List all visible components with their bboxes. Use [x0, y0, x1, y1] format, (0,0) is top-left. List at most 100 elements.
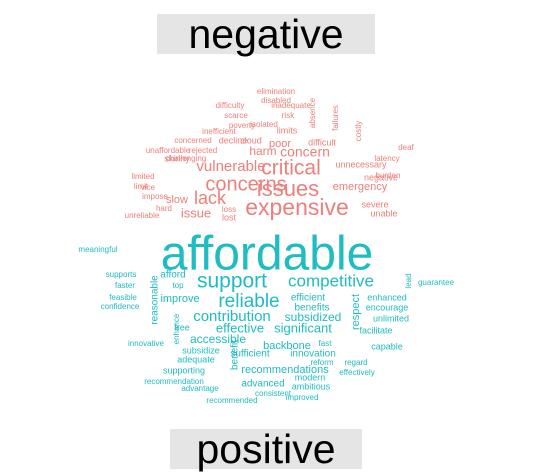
negative-word-absence: absence	[308, 97, 317, 128]
negative-word-elimination: elimination	[257, 87, 295, 96]
positive-word-afford: afford	[160, 270, 185, 281]
positive-word-benefits: benefits	[294, 303, 329, 314]
positive-word-contribution: contribution	[193, 308, 271, 325]
positive-word-reliable: reliable	[218, 291, 279, 312]
negative-label: negative	[157, 14, 375, 55]
positive-word-encourage: encourage	[366, 302, 409, 312]
positive-word-reasonable: reasonable	[150, 275, 161, 325]
positive-word-supporting: supporting	[163, 365, 205, 375]
negative-word-lack: lack	[194, 188, 227, 208]
negative-word-issue: issue	[181, 205, 211, 220]
negative-word-harm: harm	[249, 144, 276, 158]
negative-word-skinny: skinny	[164, 153, 190, 163]
positive-word-guarantee: guarantee	[418, 278, 455, 287]
positive-word-improve: improve	[160, 293, 199, 305]
positive-word-capable: capable	[371, 341, 403, 351]
negative-word-slow: slow	[166, 194, 188, 206]
negative-word-failures: failures	[331, 105, 340, 131]
positive-word-enhanced: enhanced	[367, 292, 407, 302]
negative-word-concerned: concerned	[174, 136, 211, 145]
positive-word-innovation: innovation	[290, 349, 336, 360]
negative-word-risk: risk	[282, 111, 295, 120]
negative-word-poor: poor	[269, 138, 291, 150]
positive-word-ambitious: ambitious	[292, 381, 331, 391]
negative-word-issues: issues	[257, 176, 319, 201]
negative-word-scarce: scarce	[224, 111, 248, 120]
negative-word-latency: latency	[374, 154, 399, 163]
negative-word-limit: limit	[134, 182, 149, 191]
positive-word-innovative: innovative	[128, 339, 165, 348]
negative-word-loss: loss	[222, 205, 236, 214]
positive-word-top: top	[172, 281, 184, 290]
negative-word-difficulty: difficulty	[216, 101, 245, 110]
negative-word-vice: vice	[141, 183, 156, 192]
negative-word-isolated: isolated	[250, 120, 278, 129]
positive-word-effective: effective	[216, 320, 264, 335]
positive-word-adequate: adequate	[177, 354, 215, 364]
positive-word-advantage: advantage	[181, 384, 219, 393]
positive-word-competitive: competitive	[288, 271, 374, 290]
positive-word-accessible: accessible	[190, 332, 246, 346]
negative-word-unreliable: unreliable	[125, 211, 160, 220]
negative-word-inefficient: inefficient	[202, 127, 236, 136]
positive-word-subsidized: subsidized	[285, 310, 342, 324]
positive-word-sufficient: sufficient	[230, 349, 270, 360]
positive-word-feasible: feasible	[109, 293, 137, 302]
positive-word-supports: supports	[106, 270, 137, 279]
positive-word-backbone: backbone	[263, 340, 311, 352]
negative-word-unnecessary: unnecessary	[335, 159, 387, 169]
negative-word-hard: hard	[156, 204, 172, 213]
negative-word-limits: limits	[277, 125, 298, 135]
positive-word-recommendation: recommendation	[144, 377, 204, 386]
negative-word-unable: unable	[370, 208, 397, 218]
positive-word-recommended: recommended	[206, 396, 257, 405]
negative-word-cloud: cloud	[240, 135, 262, 145]
negative-word-limited: limited	[131, 172, 154, 181]
negative-word-deaf: deaf	[398, 143, 414, 152]
negative-word-inadequate: inadequate	[271, 101, 311, 110]
negative-word-challenging: challenging	[166, 154, 206, 163]
positive-word-consistent: consistent	[255, 389, 292, 398]
negative-word-concern: concern	[280, 144, 330, 160]
positive-word-modern: modern	[295, 372, 326, 382]
positive-word-regard: regard	[344, 358, 367, 367]
negative-word-disabled: disabled	[261, 96, 291, 105]
negative-word-vulnerable: vulnerable	[196, 158, 265, 175]
positive-words: affordable meaningful supports afford compet…	[78, 228, 454, 405]
positive-label: positive	[170, 429, 362, 470]
positive-word-free: free	[174, 322, 190, 332]
positive-word-fast: fast	[319, 339, 333, 348]
negative-word-negative: negative	[364, 172, 398, 182]
positive-word-faster: faster	[115, 281, 135, 290]
positive-word-reform: reform	[310, 358, 333, 367]
negative-word-concerns: concerns	[205, 173, 286, 195]
negative-word-impose: impose	[142, 192, 168, 201]
positive-word-significant: significant	[274, 320, 332, 335]
negative-word-rejected: rejected	[189, 146, 217, 155]
positive-word-subsidize: subsidize	[182, 345, 220, 355]
positive-word-enhance: enhance	[172, 313, 181, 344]
negative-word-decline: decline	[219, 135, 248, 145]
positive-word-affordable: affordable	[161, 228, 374, 281]
negative-word-expensive: expensive	[245, 194, 349, 220]
negative-word-severe: severe	[361, 199, 388, 209]
negative-word-costly: costly	[354, 121, 363, 141]
positive-word-facilitate: facilitate	[359, 325, 392, 335]
negative-word-difficult: difficult	[308, 137, 336, 147]
negative-word-burden: burden	[376, 171, 401, 180]
positive-word-meaningful: meaningful	[78, 245, 117, 254]
positive-word-improved: improved	[286, 393, 319, 402]
positive-word-lead: lead	[404, 273, 413, 288]
negative-word-emergency: emergency	[333, 181, 388, 193]
negative-word-unaffordable: unaffordable	[146, 146, 191, 155]
negative-word-critical: critical	[261, 157, 321, 180]
positive-word-advanced: advanced	[241, 379, 284, 390]
positive-word-benefit: benefit	[230, 340, 241, 370]
positive-word-confidence: confidence	[101, 302, 140, 311]
positive-word-support: support	[197, 270, 267, 293]
positive-word-efficient: efficient	[291, 293, 326, 304]
negative-word-poverty: poverty	[229, 121, 255, 130]
positive-word-respect: respect	[350, 294, 362, 330]
